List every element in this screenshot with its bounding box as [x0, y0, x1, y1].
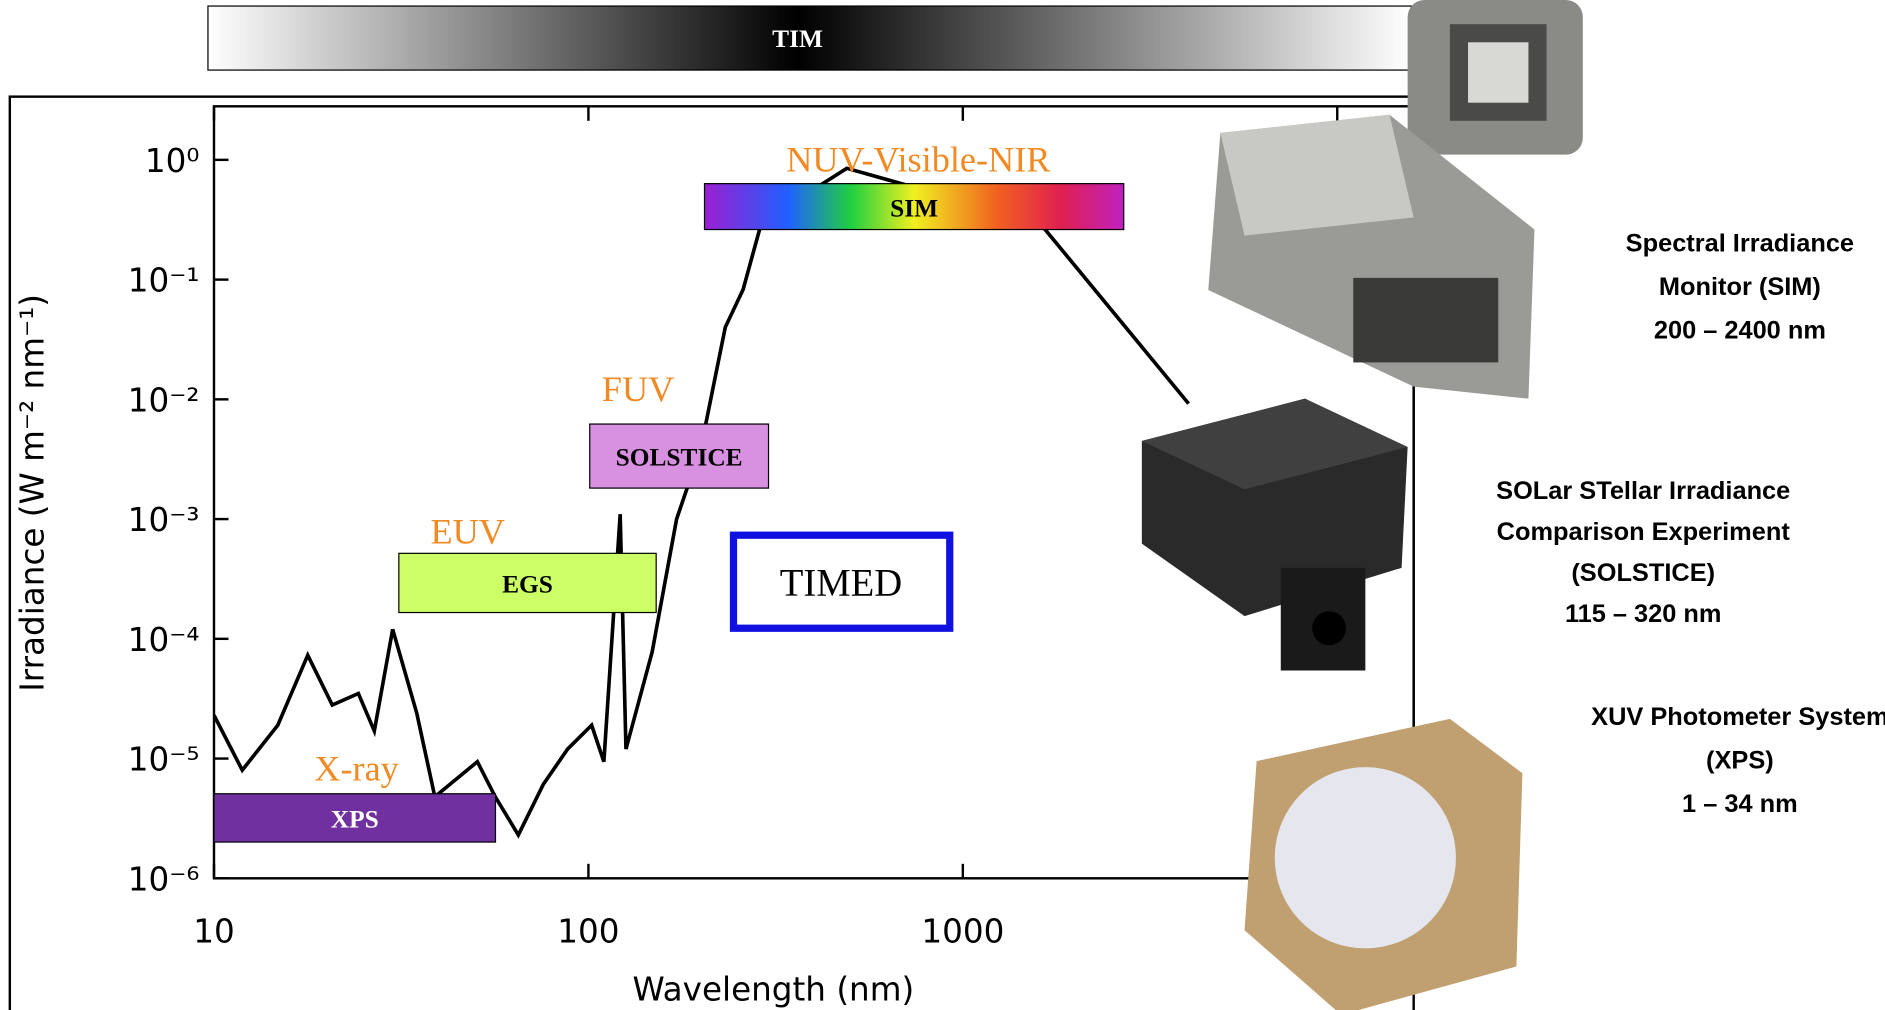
band-label: EGS [502, 571, 553, 599]
band-group: FUV [602, 369, 675, 409]
instrument-text: Comparison Experiment [1497, 518, 1791, 546]
instrument-text: (XPS) [1706, 746, 1774, 774]
band-group: EUV [430, 512, 504, 552]
instrument-text: XUV Photometer System [1591, 703, 1885, 731]
y-tick-label: 10⁻³ [128, 501, 200, 539]
instrument-text: 115 – 320 nm [1565, 600, 1722, 628]
band-group: NUV-Visible-NIR [786, 140, 1051, 180]
tim-label: TIM [772, 25, 823, 53]
y-tick-label: 10⁻⁵ [128, 741, 200, 779]
y-tick-label: 10⁰ [145, 142, 200, 180]
instrument-text: Spectral Irradiance [1626, 229, 1854, 257]
x-axis-label: Wavelength (nm) [633, 970, 915, 1008]
plot-area [212, 105, 1415, 880]
y-axis-label: Irradiance (W m⁻² nm⁻¹) [14, 294, 52, 692]
photo-solstice [1141, 398, 1408, 671]
band-label: XPS [331, 806, 379, 834]
y-tick-label: 10⁻⁶ [128, 860, 200, 898]
y-tick-label: 10⁻¹ [128, 262, 200, 300]
x-tick-label: 100 [557, 912, 619, 950]
band-label: SOLSTICE [616, 444, 743, 472]
instrument-text: Monitor (SIM) [1659, 273, 1821, 301]
x-tick-label: 10 [193, 912, 235, 950]
timed-label: TIMED [780, 563, 902, 605]
instrument-text: 1 – 34 nm [1682, 790, 1798, 818]
band-label: SIM [890, 194, 938, 222]
band-box [398, 552, 657, 614]
spectrum-line [213, 166, 1190, 839]
y-tick-label: 10⁻⁴ [128, 621, 200, 659]
photo-xps [1244, 718, 1523, 1010]
band-box [589, 423, 770, 489]
instrument-text: (SOLSTICE) [1571, 559, 1715, 587]
timed-box [729, 531, 954, 632]
y-tick-label: 10⁻² [128, 381, 200, 419]
instrument-text: SOLar STellar Irradiance [1496, 477, 1790, 505]
x-tick-label: 1000 [921, 912, 1004, 950]
band-group: X-ray [314, 748, 399, 788]
photo-sim [1208, 114, 1535, 399]
band-box [213, 793, 497, 843]
band-box [703, 183, 1125, 231]
photo-tim [1407, 0, 1583, 155]
tim-bar [207, 5, 1412, 71]
instrument-text: 200 – 2400 nm [1654, 316, 1826, 344]
